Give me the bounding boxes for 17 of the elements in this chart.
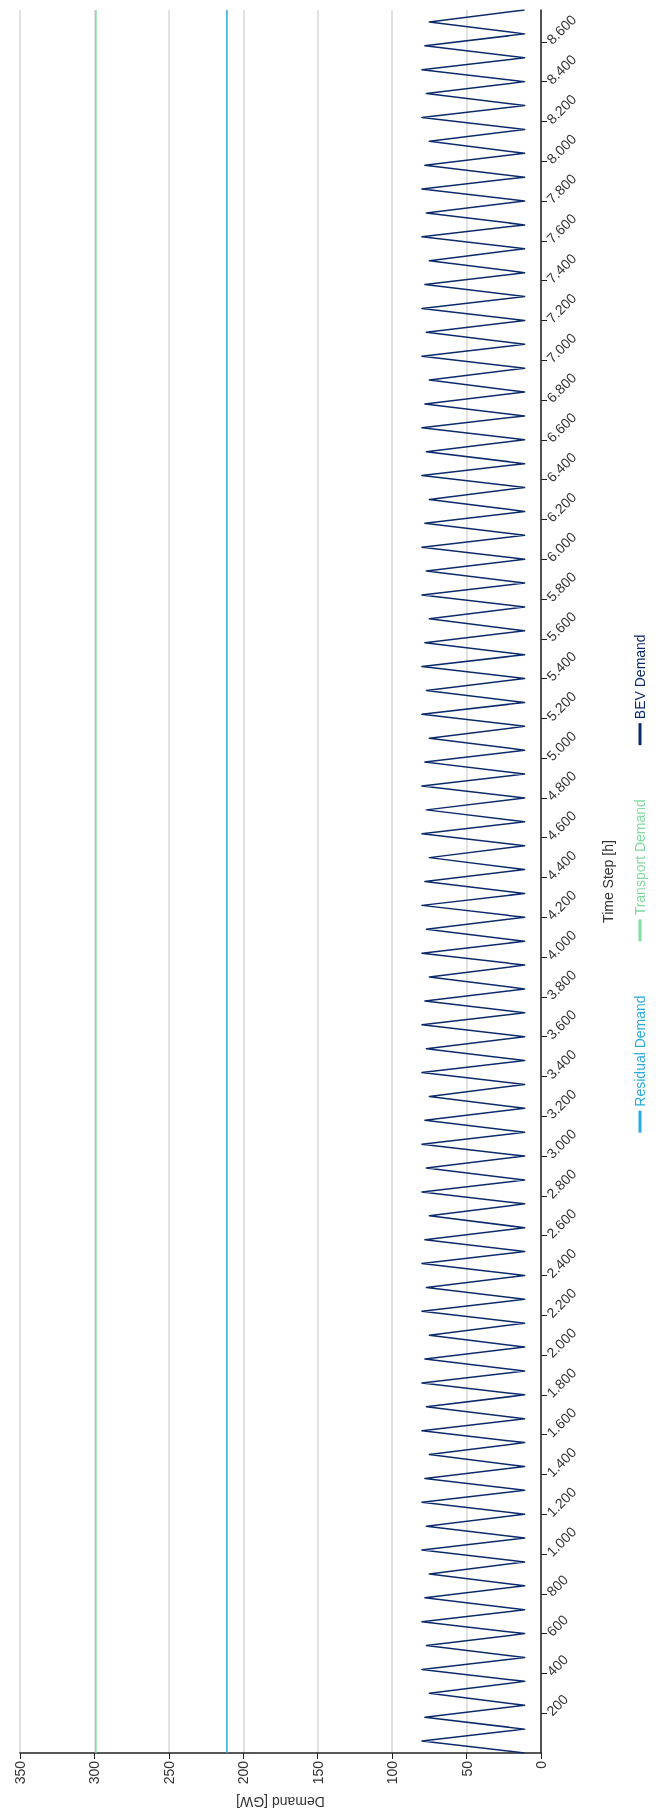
y-axis-title: Time Step [h] xyxy=(600,840,616,923)
y-tick-label: 800 xyxy=(543,1571,572,1600)
y-tick-label: 200 xyxy=(543,1690,572,1719)
x-tick-label: 300 xyxy=(86,1760,103,1785)
text: Residual Demand xyxy=(632,995,648,1107)
x-tick-label: 100 xyxy=(384,1760,401,1785)
y-tick-label: 600 xyxy=(543,1611,572,1640)
x-tick-label: 350 xyxy=(12,1760,28,1785)
x-tick-label: 50 xyxy=(458,1760,475,1777)
x-tick-label: 200 xyxy=(235,1760,252,1785)
y-tick-label: 400 xyxy=(543,1651,572,1680)
text: BEV Demand xyxy=(632,634,648,720)
x-tick-label: 150 xyxy=(309,1760,326,1785)
x-tick-label: 250 xyxy=(160,1760,177,1785)
text: Transport Demand xyxy=(632,799,648,916)
x-axis-title: Demand [GW] xyxy=(236,1794,325,1810)
x-tick-label: 0 xyxy=(533,1760,549,1769)
